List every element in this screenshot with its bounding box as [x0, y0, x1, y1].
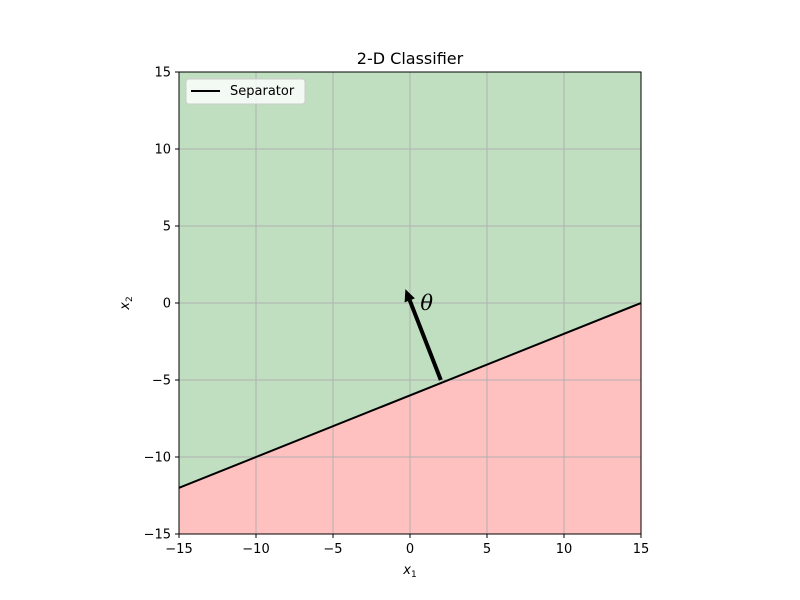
x-tick-label: 10 — [556, 542, 573, 557]
x-tick-label: 5 — [483, 542, 491, 557]
y-tick-label: 5 — [163, 220, 171, 235]
x-tick-label: 0 — [406, 542, 414, 557]
y-tick-label: 10 — [154, 143, 171, 158]
chart-title: 2-D Classifier — [357, 49, 464, 68]
y-tick-label: −10 — [144, 451, 171, 466]
x-tick-label: −15 — [165, 542, 192, 557]
y-tick-label: 15 — [154, 66, 171, 81]
legend-label-separator: Separator — [230, 84, 295, 99]
theta-label: θ — [420, 291, 433, 315]
y-tick-label: −5 — [152, 374, 171, 389]
separator-line — [179, 302, 641, 489]
x-tick-label: −5 — [323, 542, 342, 557]
y-tick-label: −15 — [144, 528, 171, 543]
y-axis-label: x2 — [118, 296, 135, 310]
legend-box — [185, 78, 306, 105]
theta-arrow-head — [404, 289, 415, 303]
y-tick-label: 0 — [163, 297, 171, 312]
x-tick-label: −10 — [242, 542, 269, 557]
x-axis-label: x1 — [402, 563, 416, 580]
legend: Separator — [185, 78, 306, 105]
theta-arrow-shaft — [407, 299, 443, 381]
x-tick-label: 15 — [633, 542, 650, 557]
